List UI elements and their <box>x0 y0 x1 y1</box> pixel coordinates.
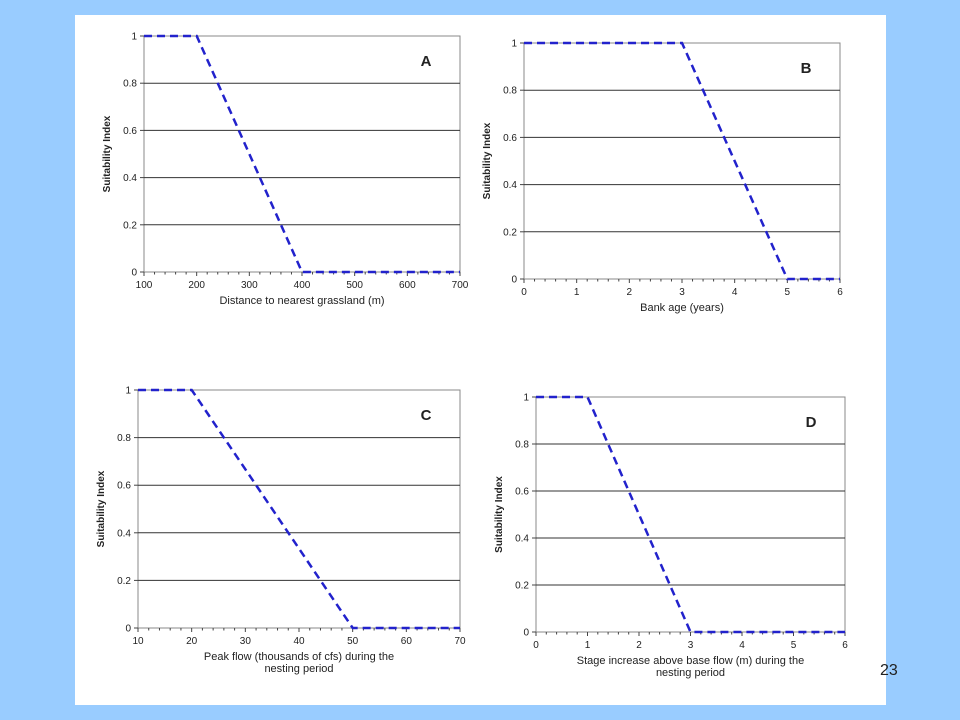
x-tick-label: 50 <box>347 636 359 647</box>
x-tick-label: 20 <box>186 636 198 647</box>
x-tick-label: 300 <box>241 280 258 291</box>
y-tick-label: 0.2 <box>117 576 131 587</box>
x-tick-label: 5 <box>785 287 791 298</box>
y-tick-label: 0.4 <box>503 180 517 191</box>
y-tick-label: 0.4 <box>515 534 529 545</box>
y-tick-label: 0 <box>131 268 137 279</box>
x-axis-label: Stage increase above base flow (m) durin… <box>577 655 804 667</box>
x-axis-label: nesting period <box>264 663 333 675</box>
page-number: 23 <box>880 662 898 679</box>
x-tick-label: 2 <box>636 640 642 651</box>
x-tick-label: 3 <box>679 287 685 298</box>
chart-panel-d: 0 0.2 0.4 0.6 0.8 1 0 1 2 3 4 5 6 Stage increase abov… <box>494 393 848 680</box>
plot-frame <box>137 389 461 629</box>
chart-panel-a: 0 0.2 0.4 0.6 0.8 1 100 200 300 400 500 600 700 Dista… <box>102 32 469 308</box>
x-tick-label: 6 <box>842 640 848 651</box>
x-tick-label: 500 <box>346 280 363 291</box>
plot-frame <box>535 396 846 633</box>
y-tick-label: 1 <box>511 39 517 50</box>
panel-label: D <box>806 414 817 431</box>
y-tick-label: 0.6 <box>503 133 517 144</box>
chart-panel-b: 0 0.2 0.4 0.6 0.8 1 0 1 2 3 4 5 6 Bank age (years) Sui… <box>482 39 843 315</box>
y-tick-label: 0.8 <box>117 433 131 444</box>
series-line <box>144 34 460 274</box>
y-tick-label: 0.8 <box>515 440 529 451</box>
plot-frame <box>143 35 461 273</box>
y-tick-label: 1 <box>125 386 131 397</box>
series-line <box>138 388 460 630</box>
y-tick-label: 0.8 <box>123 79 137 90</box>
plot-frame <box>523 42 841 280</box>
x-tick-label: 700 <box>452 280 469 291</box>
y-axis-label: Suitability Index <box>482 122 493 199</box>
y-tick-label: 0 <box>125 624 131 635</box>
x-tick-label: 4 <box>739 640 745 651</box>
y-tick-label: 0.8 <box>503 86 517 97</box>
y-tick-label: 1 <box>523 393 529 404</box>
panel-label: A <box>421 53 432 70</box>
y-tick-label: 0 <box>523 628 529 639</box>
y-tick-label: 0 <box>511 275 517 286</box>
x-tick-label: 400 <box>294 280 311 291</box>
x-tick-label: 10 <box>132 636 144 647</box>
y-tick-label: 0.6 <box>117 481 131 492</box>
panel-label: B <box>801 60 812 77</box>
x-axis-label: Peak flow (thousands of cfs) during the <box>204 651 394 663</box>
y-axis-label: Suitability Index <box>102 115 113 192</box>
x-tick-label: 100 <box>136 280 153 291</box>
x-axis-label: Distance to nearest grassland (m) <box>219 295 384 307</box>
y-tick-label: 0.4 <box>117 528 131 539</box>
chart-panel-c: 0 0.2 0.4 0.6 0.8 1 10 20 30 40 50 60 70 Peak flow (t… <box>96 386 466 676</box>
x-tick-label: 1 <box>574 287 580 298</box>
y-tick-label: 1 <box>131 32 137 43</box>
x-tick-label: 4 <box>732 287 738 298</box>
panel-label: C <box>421 407 432 424</box>
y-tick-label: 0.6 <box>515 487 529 498</box>
y-axis-label: Suitability Index <box>494 476 505 553</box>
x-tick-label: 60 <box>401 636 413 647</box>
x-tick-label: 3 <box>688 640 694 651</box>
series-line <box>524 41 840 281</box>
y-tick-label: 0.2 <box>515 581 529 592</box>
x-tick-label: 6 <box>837 287 843 298</box>
x-tick-label: 200 <box>188 280 205 291</box>
x-tick-label: 70 <box>454 636 466 647</box>
y-tick-label: 0.4 <box>123 173 137 184</box>
y-tick-label: 0.2 <box>123 220 137 231</box>
series-line <box>536 395 845 634</box>
x-axis-label: Bank age (years) <box>640 302 724 314</box>
x-tick-label: 1 <box>585 640 591 651</box>
x-tick-label: 40 <box>293 636 305 647</box>
y-tick-label: 0.6 <box>123 126 137 137</box>
x-tick-label: 30 <box>240 636 252 647</box>
x-tick-label: 0 <box>533 640 539 651</box>
x-tick-label: 600 <box>399 280 416 291</box>
x-axis-label: nesting period <box>656 667 725 679</box>
y-axis-label: Suitability Index <box>96 470 107 547</box>
x-tick-label: 0 <box>521 287 527 298</box>
x-tick-label: 2 <box>627 287 633 298</box>
y-tick-label: 0.2 <box>503 227 517 238</box>
x-tick-label: 5 <box>791 640 797 651</box>
